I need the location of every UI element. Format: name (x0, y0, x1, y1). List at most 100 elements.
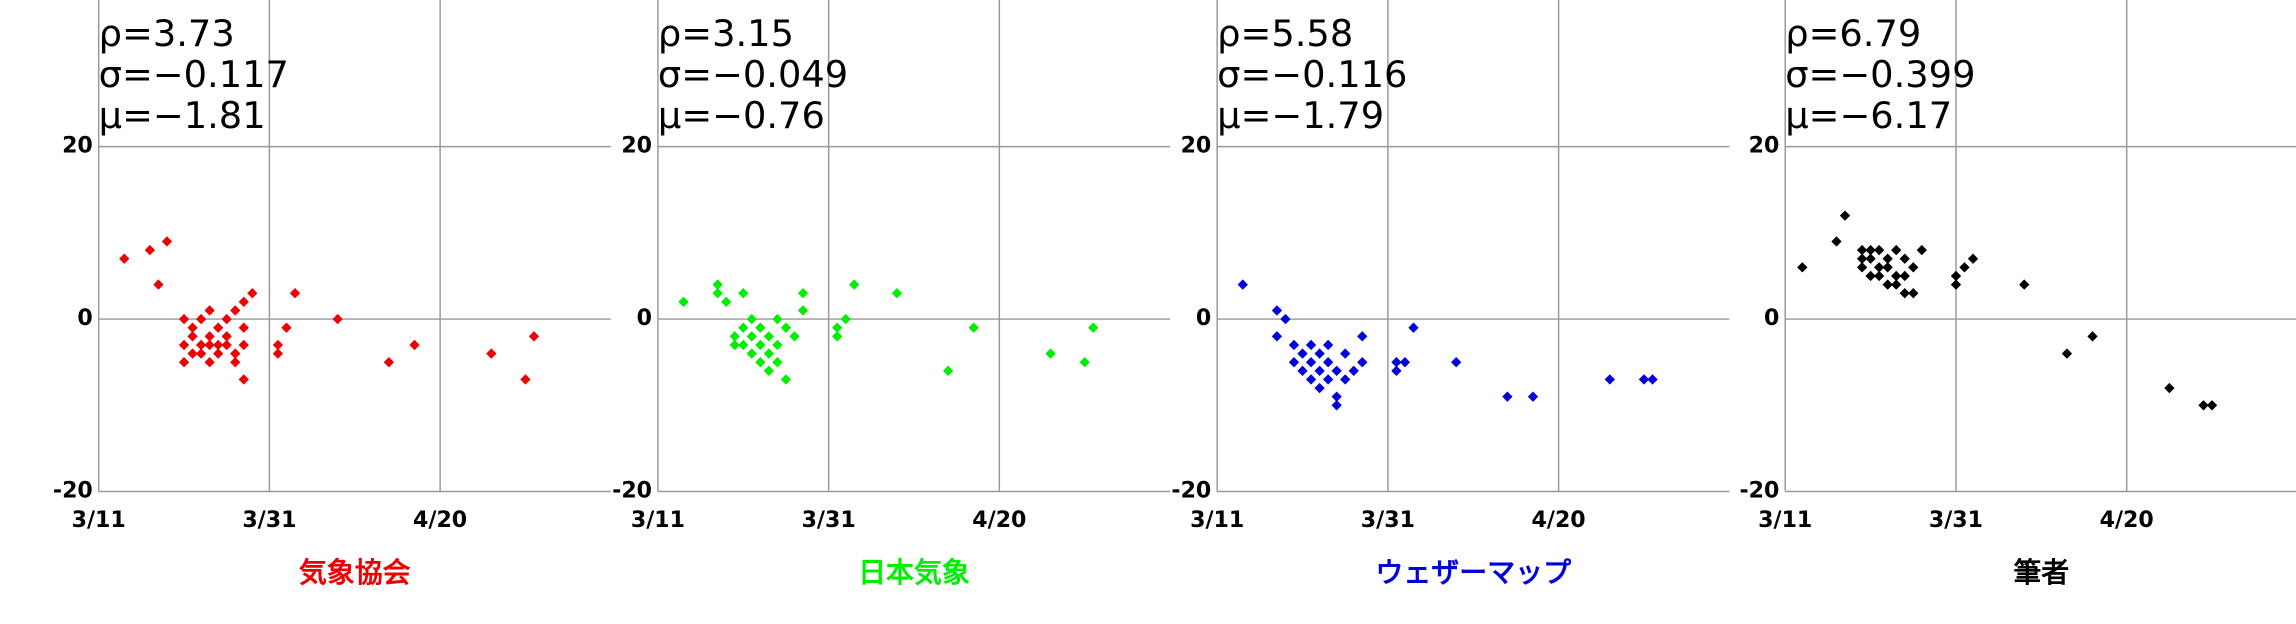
point (238, 374, 249, 385)
point (1079, 357, 1090, 368)
x-tick-label: 3/11 (1190, 508, 1244, 533)
point (187, 331, 198, 342)
y-tick-label: -20 (1171, 479, 1211, 504)
point (1856, 262, 1868, 273)
point (409, 339, 420, 351)
x-tick-label: 4/20 (2100, 508, 2154, 533)
point (780, 322, 792, 333)
annotation: μ=−0.76 (658, 94, 825, 137)
point (1314, 365, 1325, 376)
annotation: μ=−6.17 (1785, 94, 1952, 137)
y-tick-label: -20 (53, 479, 93, 504)
point (738, 288, 749, 299)
y-tick-label: 0 (1764, 306, 1779, 331)
point (1045, 348, 1056, 359)
point (1831, 236, 1842, 247)
point (238, 296, 249, 307)
annotation: μ=−1.81 (99, 94, 266, 137)
point (486, 348, 497, 359)
point (238, 339, 249, 351)
point (738, 339, 749, 351)
point (195, 348, 207, 359)
point (195, 313, 207, 325)
point (746, 313, 757, 325)
point (1865, 244, 1876, 256)
chart-title: 筆者 (2013, 556, 2069, 589)
point (1797, 262, 1808, 273)
point (797, 305, 809, 316)
point (2019, 279, 2030, 290)
point (1451, 357, 1462, 368)
point (1271, 305, 1283, 316)
point (1899, 253, 1910, 264)
point (1271, 331, 1283, 342)
point (1527, 391, 1539, 402)
point (772, 339, 783, 351)
point (1391, 365, 1402, 376)
point (1305, 339, 1317, 351)
point (221, 313, 232, 325)
point (678, 296, 689, 307)
point (1331, 365, 1342, 376)
annotation: σ=−0.116 (1217, 53, 1407, 96)
annotation: σ=−0.049 (658, 53, 848, 96)
point (204, 357, 215, 368)
point (968, 322, 979, 333)
x-tick-label: 3/31 (1929, 508, 1983, 533)
point (763, 348, 775, 359)
x-tick-label: 3/11 (72, 508, 126, 533)
x-tick-label: 3/11 (1758, 508, 1812, 533)
point (1331, 400, 1342, 411)
point (1314, 382, 1325, 394)
point (755, 357, 766, 368)
point (1891, 244, 1902, 256)
point (1899, 270, 1910, 282)
point (204, 305, 215, 316)
point (832, 331, 843, 342)
point (1357, 357, 1368, 368)
point (1288, 357, 1300, 368)
point (1340, 374, 1351, 385)
annotation: ρ=3.73 (99, 12, 235, 55)
point (1288, 339, 1300, 351)
point (738, 322, 749, 333)
x-tick-label: 3/31 (802, 508, 856, 533)
y-tick-label: 0 (1196, 306, 1211, 331)
point (1873, 262, 1885, 273)
point (1839, 210, 1851, 221)
point (281, 322, 292, 333)
point (1297, 348, 1308, 359)
point (161, 236, 173, 247)
point (1638, 374, 1650, 385)
point (221, 331, 232, 342)
y-tick-label: 20 (1749, 134, 1780, 159)
point (230, 305, 241, 316)
point (178, 339, 190, 351)
point (332, 313, 343, 325)
point (1908, 262, 1919, 273)
annotation: ρ=5.58 (1217, 12, 1353, 55)
point (1882, 253, 1893, 264)
point (178, 313, 190, 325)
point (1237, 279, 1248, 290)
point (213, 322, 224, 333)
y-tick-label: 20 (621, 134, 652, 159)
point (178, 357, 190, 368)
point (712, 288, 723, 299)
chart-title: 日本気象 (858, 556, 970, 589)
point (772, 313, 783, 325)
point (1088, 322, 1099, 333)
point (1322, 357, 1334, 368)
y-tick-label: -20 (1739, 479, 1779, 504)
point (238, 322, 249, 333)
point (221, 339, 232, 351)
point (272, 348, 284, 359)
point (1865, 253, 1876, 264)
point (528, 331, 540, 342)
point (1408, 322, 1419, 333)
point (1916, 244, 1927, 256)
point (247, 288, 258, 299)
annotation: ρ=3.15 (658, 12, 794, 55)
point (2164, 382, 2175, 394)
point (1297, 365, 1308, 376)
